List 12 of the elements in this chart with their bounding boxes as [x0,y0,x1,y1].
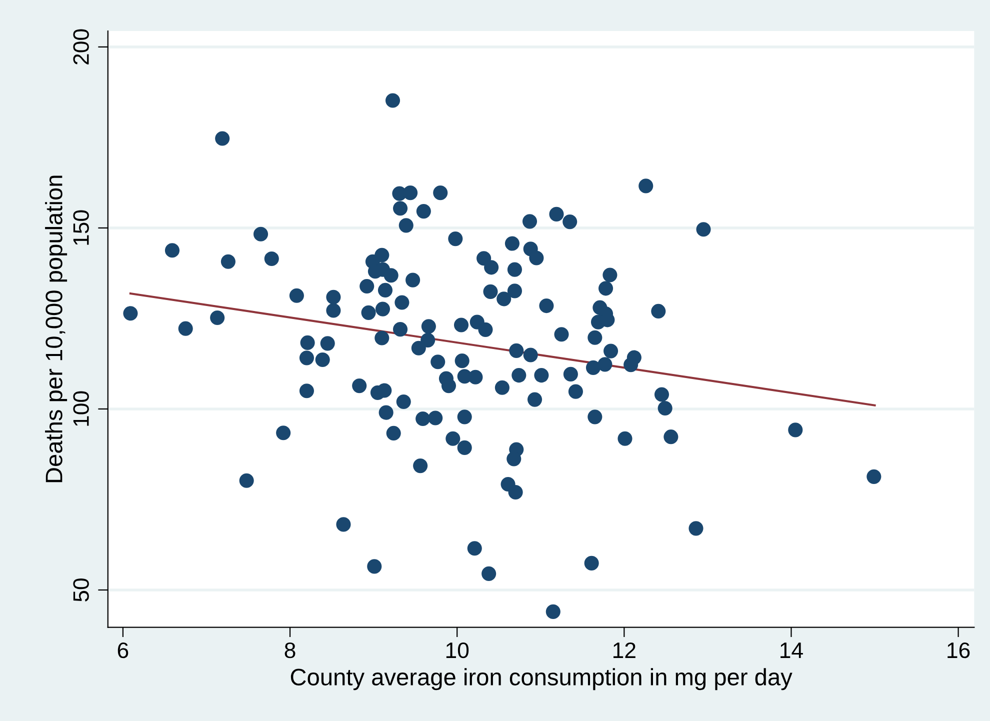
x-tick-label: 10 [446,642,469,658]
x-tick-label: 6 [118,642,128,658]
x-tick-label: 16 [948,642,970,658]
y-tick-label: 100 [73,391,89,426]
x-tick-label: 14 [780,642,803,658]
y-tick-label: 50 [73,578,89,602]
x-tick-label: 8 [284,642,296,658]
x-tick-label: 12 [613,642,636,658]
y-tick-label: 150 [73,210,89,245]
y-axis-title: Deaths per 10,000 population [45,176,68,482]
x-axis-title: County average iron consumption in mg per day [290,668,792,690]
y-tick-label: 200 [73,29,89,64]
